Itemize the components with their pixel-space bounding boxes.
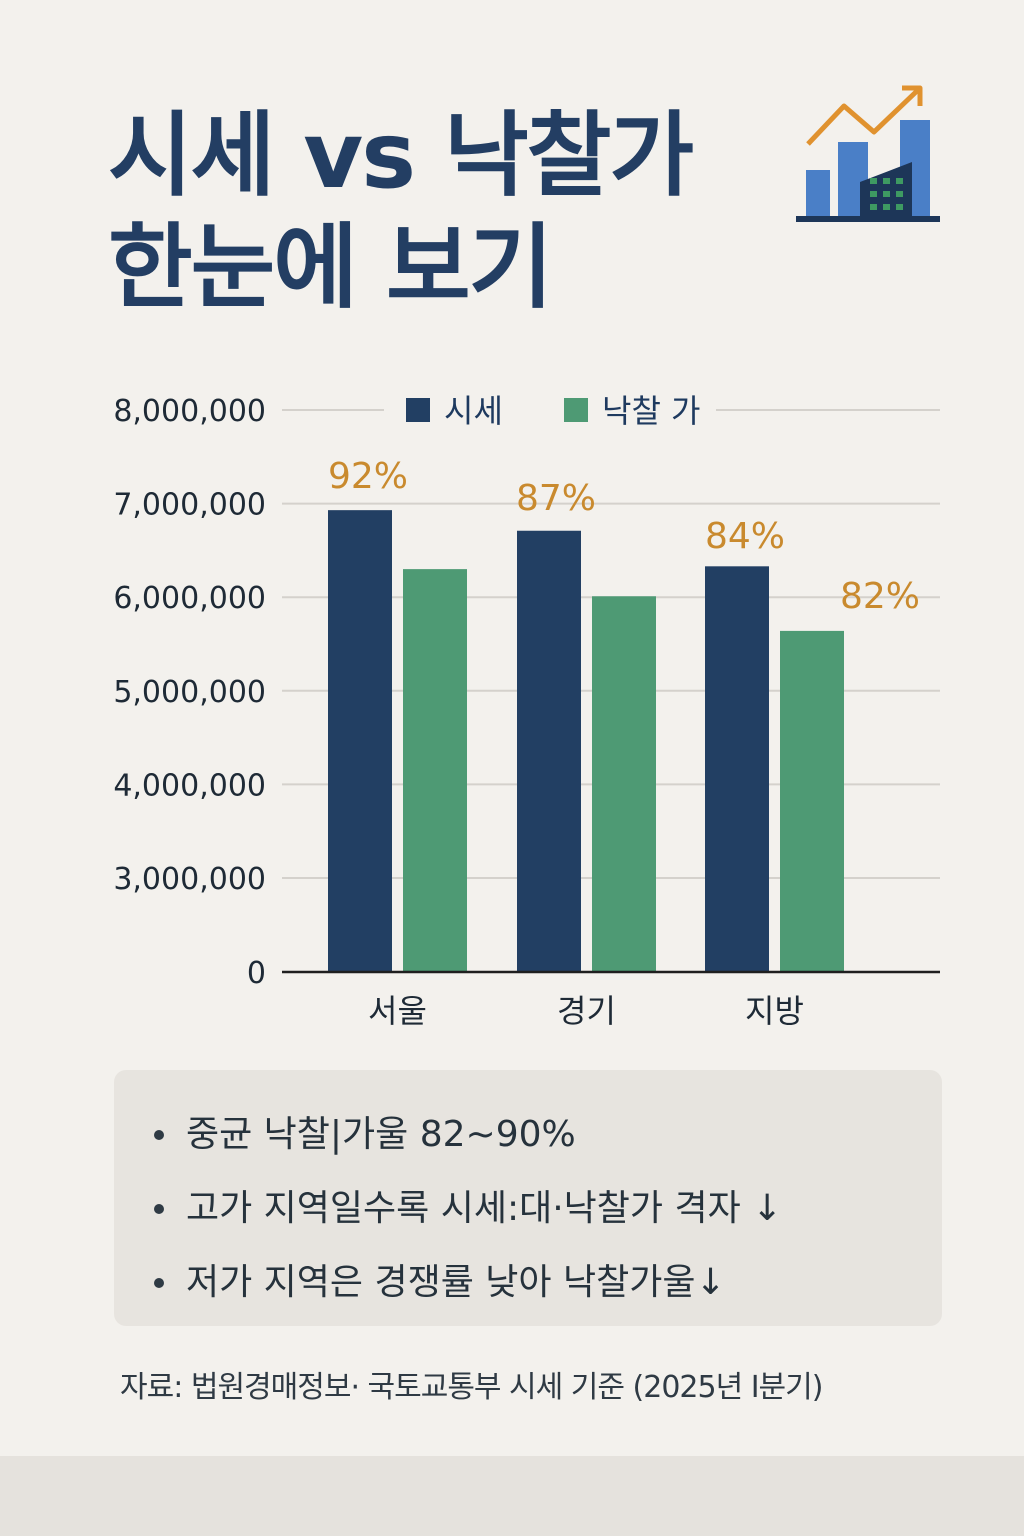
y-tick-label: 6,000,000 xyxy=(113,581,266,616)
bar-winning xyxy=(780,630,844,972)
y-tick-label: 5,000,000 xyxy=(113,675,266,710)
x-axis-categories: 서울 경기 지방 xyxy=(368,992,804,1030)
chart-legend: 시세 낙찰 가 xyxy=(384,392,716,430)
summary-notes: 중균 낙찰|가울 82~90% 고가 지역일수록 시세:대·낙찰가 격자 ↓ 저… xyxy=(114,1070,942,1326)
title-line-1: 시세 vs 낙찰가 xyxy=(108,102,694,209)
x-category-label: 경기 xyxy=(557,992,616,1030)
percent-label: 92% xyxy=(328,456,408,497)
y-tick-label: 8,000,000 xyxy=(113,394,266,429)
y-tick-label: 7,000,000 xyxy=(113,488,266,523)
percent-label: 87% xyxy=(516,478,596,519)
source-note: 자료: 법원경매정보· 국토교통부 시세 기준 (2025년 I분기) xyxy=(120,1370,823,1405)
title-line-2: 한눈에 보기 xyxy=(108,214,553,321)
y-tick-label: 4,000,000 xyxy=(113,768,266,803)
legend-swatch-winning xyxy=(564,398,588,422)
bar-market xyxy=(328,510,392,972)
bar-winning xyxy=(592,596,656,972)
y-tick-label: 3,000,000 xyxy=(113,862,266,897)
bar-market xyxy=(517,530,581,972)
bar-winning xyxy=(403,569,467,972)
note-item: 저가 지역은 경쟁률 낮아 낙찰가울↓ xyxy=(154,1246,922,1320)
chart-percent-labels: 92% 87% 84% 82% xyxy=(328,456,920,617)
x-category-label: 지방 xyxy=(745,992,804,1030)
page-title: 시세 vs 낙찰가 한눈에 보기 xyxy=(108,100,694,324)
legend-label-winning: 낙찰 가 xyxy=(602,392,701,430)
y-axis-ticks: 0 3,000,000 4,000,000 5,000,000 6,000,000 7,0… xyxy=(113,394,266,991)
y-tick-label: 0 xyxy=(247,956,266,991)
footer-band xyxy=(0,1456,1024,1536)
growth-chart-building-icon xyxy=(796,85,940,222)
note-item: 고가 지역일수록 시세:대·낙찰가 격자 ↓ xyxy=(154,1172,922,1246)
percent-label: 84% xyxy=(705,516,785,557)
legend-backdrop xyxy=(384,394,716,426)
bar-market xyxy=(705,566,769,972)
legend-swatch-market xyxy=(406,398,430,422)
bar-chart: 0 3,000,000 4,000,000 5,000,000 6,000,000 7,0… xyxy=(113,392,940,1030)
chart-bars xyxy=(328,510,844,972)
note-item: 중균 낙찰|가울 82~90% xyxy=(154,1098,922,1172)
percent-label: 82% xyxy=(840,576,920,617)
legend-label-market: 시세 xyxy=(444,392,503,430)
x-category-label: 서울 xyxy=(368,992,427,1030)
